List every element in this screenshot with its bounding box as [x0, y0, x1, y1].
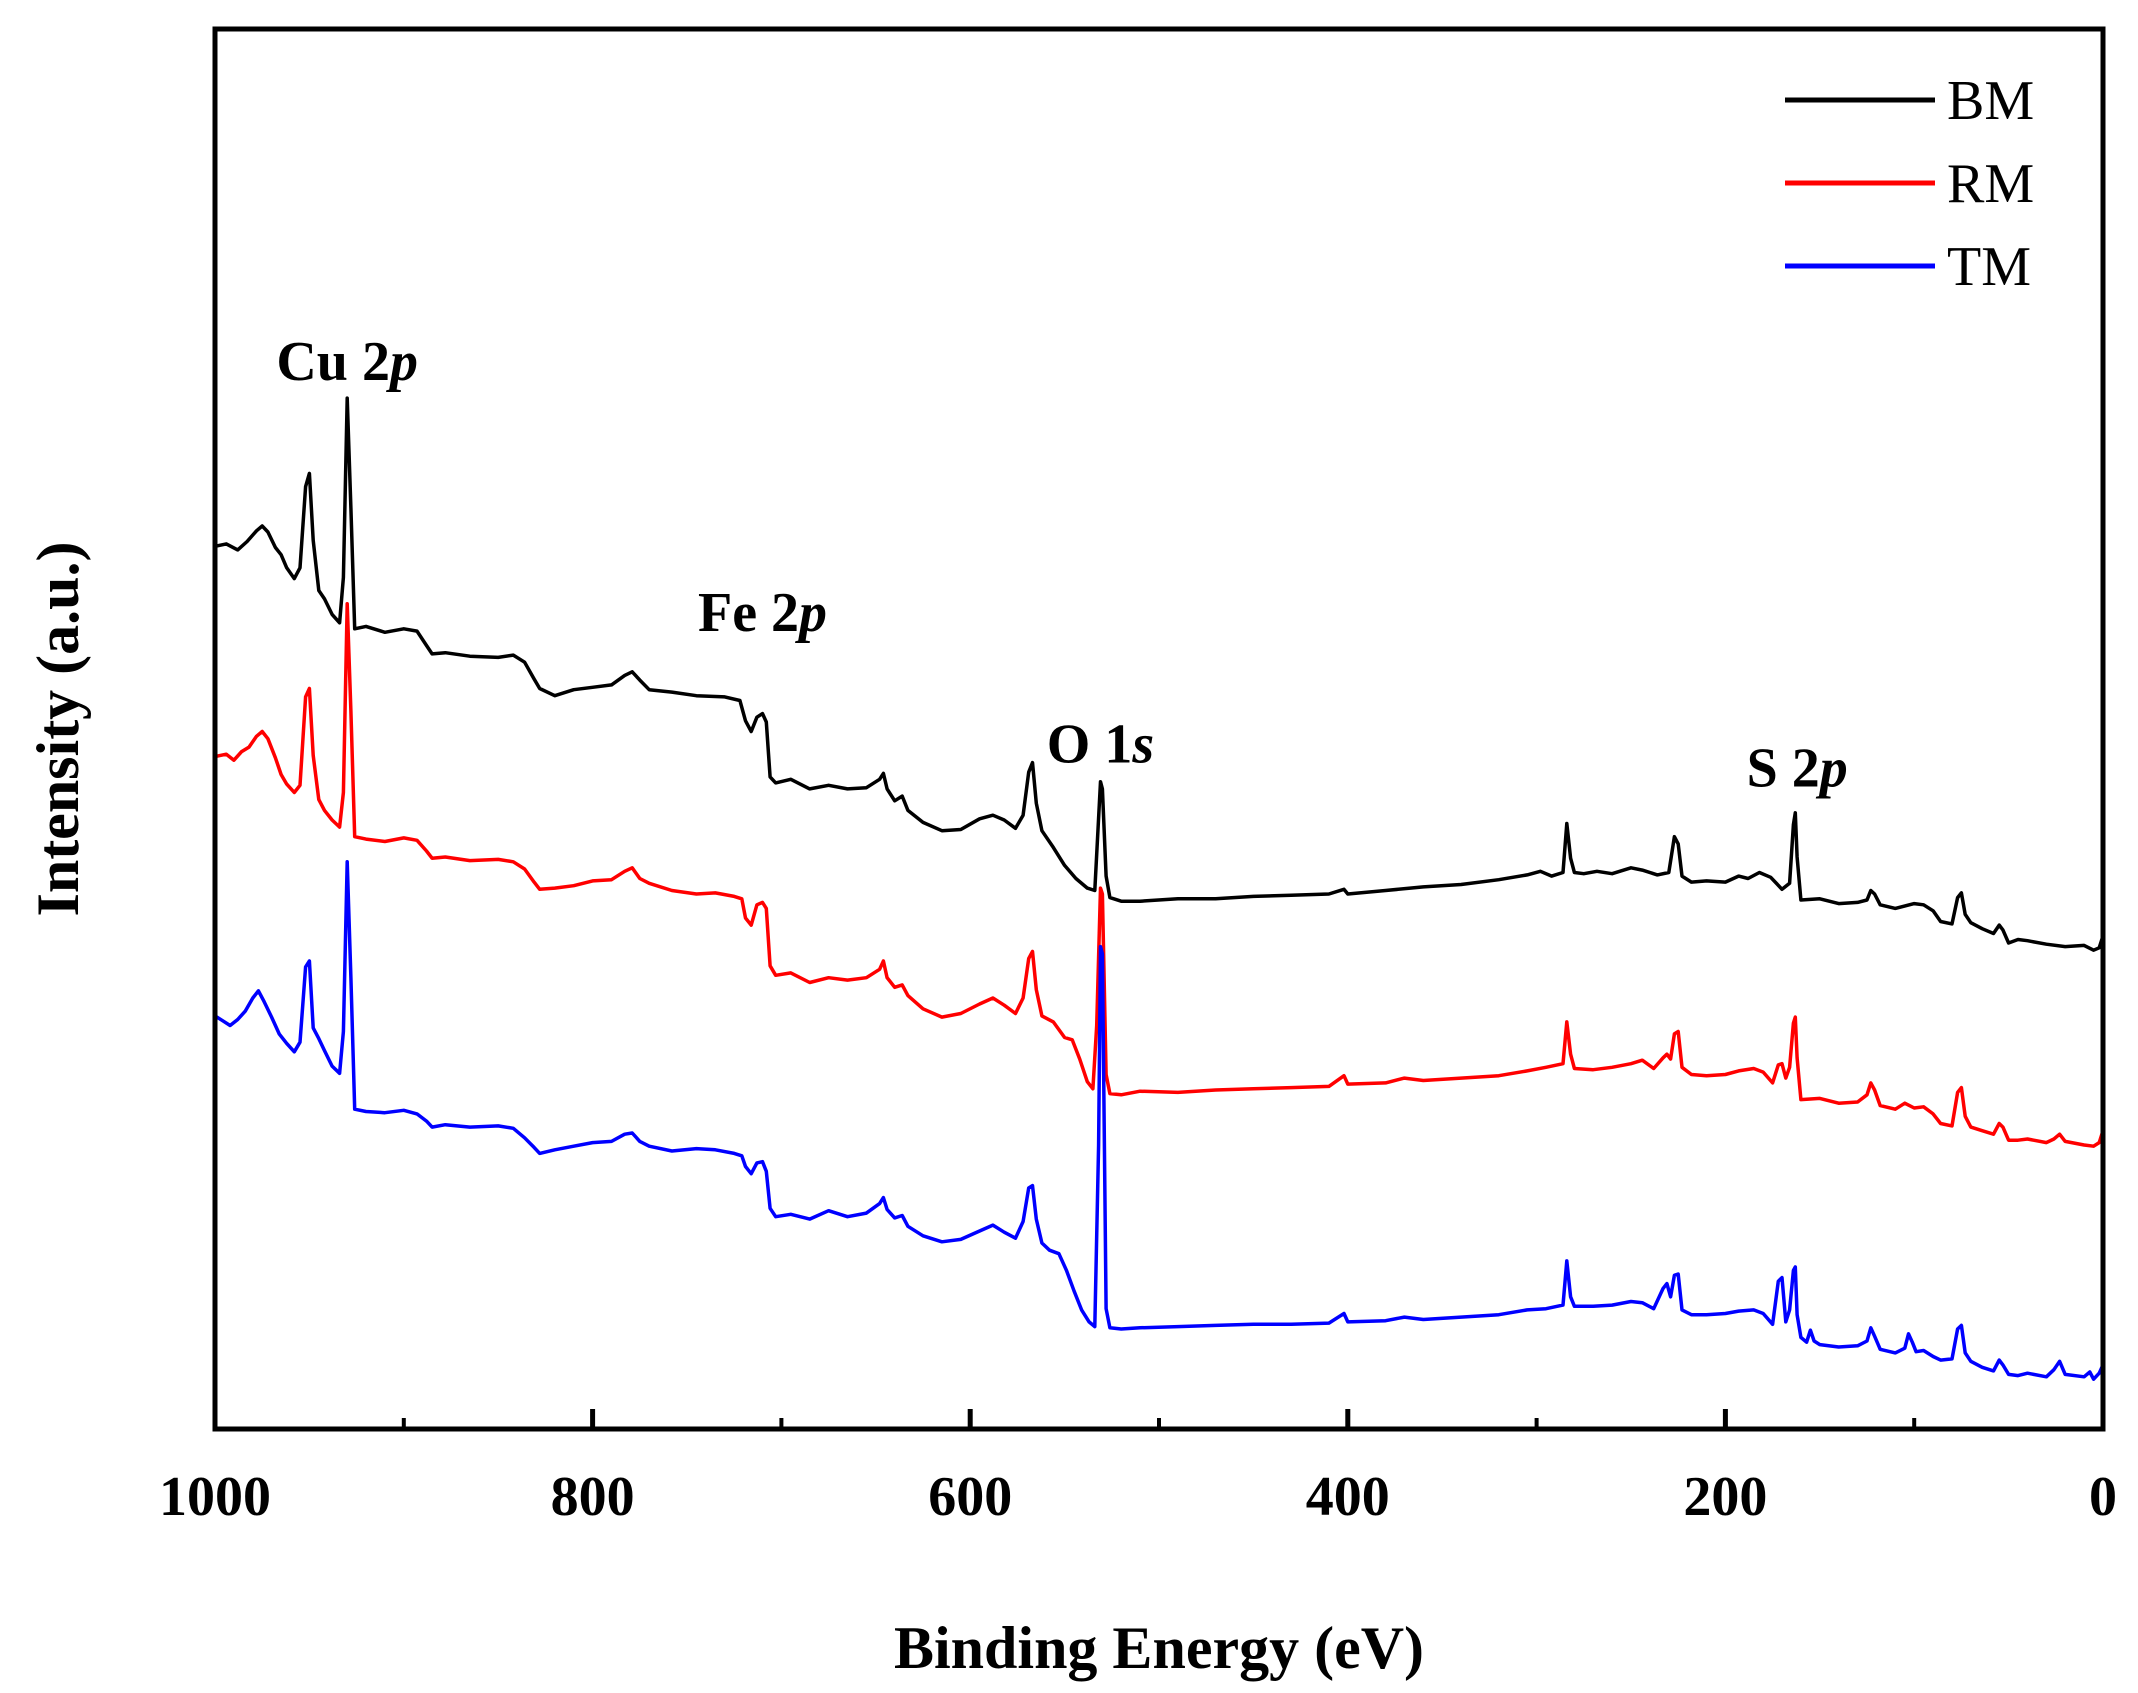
legend: BM RM TM — [1785, 70, 2034, 298]
x-tick-label: 0 — [2089, 1466, 2117, 1528]
peak-annotation: Cu 2p — [276, 331, 418, 393]
x-axis-title: Binding Energy (eV) — [894, 1615, 1424, 1681]
peak-annotation: O 1s — [1047, 714, 1154, 776]
peak-annotation: S 2p — [1747, 738, 1848, 800]
y-axis-title: Intensity (a.u.) — [25, 541, 91, 916]
peak-annotation: Fe 2p — [698, 582, 827, 644]
annotation-layer: Cu 2p Fe 2p O 1s S 2p — [276, 331, 1847, 799]
x-tick-label: 800 — [551, 1466, 635, 1528]
tick-layer: 1000 800 600 400 200 0 — [159, 1409, 2117, 1528]
plot-frame — [212, 26, 2106, 1432]
series-line-bm — [214, 396, 2105, 952]
legend-label-tm: TM — [1947, 236, 2031, 298]
x-tick-label: 600 — [928, 1466, 1012, 1528]
series-line-tm — [214, 860, 2105, 1381]
legend-label-bm: BM — [1947, 70, 2034, 132]
x-tick-label: 1000 — [159, 1466, 271, 1528]
x-tick-label: 200 — [1683, 1466, 1767, 1528]
series-layer — [214, 396, 2105, 1381]
x-tick-label: 400 — [1306, 1466, 1390, 1528]
series-line-rm — [214, 601, 2105, 1148]
legend-label-rm: RM — [1947, 153, 2034, 215]
